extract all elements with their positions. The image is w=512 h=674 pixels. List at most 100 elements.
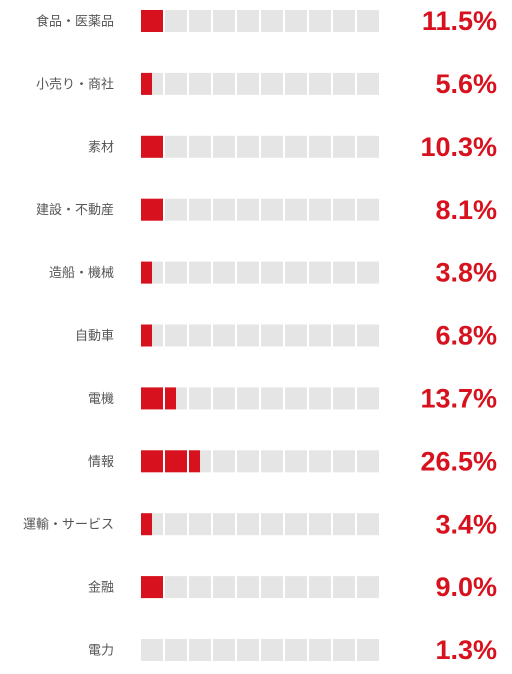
bar-track-segment — [357, 72, 379, 95]
category-label: 情報 — [88, 455, 114, 470]
value-label: 11.5% — [422, 6, 497, 36]
bar-track-segment — [189, 639, 211, 661]
bar-fill-segment — [141, 10, 163, 32]
value-label: 8.1% — [435, 195, 497, 225]
bar-track-segment — [357, 324, 379, 347]
bar-track-segment — [237, 72, 259, 95]
bar-track-segment — [237, 198, 259, 221]
bar-track-segment — [261, 639, 283, 661]
bar-track-segment — [165, 135, 187, 158]
bar-track-segment — [285, 324, 307, 347]
bar-track-segment — [333, 387, 355, 410]
bar-track-segment — [189, 135, 211, 158]
bar-track-segment — [333, 198, 355, 221]
bar-track-segment — [309, 72, 331, 95]
bar-track-segment — [333, 10, 355, 32]
bar-track-segment — [333, 576, 355, 599]
category-label: 小売り・商社 — [36, 76, 114, 92]
bar-fill-segment — [141, 450, 163, 473]
chart-row: 食品・医薬品 11.5% — [36, 6, 497, 36]
chart-row: 建設・不動産 8.1% — [36, 195, 497, 225]
value-label: 6.8% — [435, 321, 497, 351]
chart-row: 素材 10.3% — [88, 132, 497, 162]
bar-track-segment — [261, 135, 283, 158]
bar-track-segment — [285, 261, 307, 284]
value-label: 3.4% — [435, 509, 497, 539]
chart-row: 自動車 6.8% — [75, 321, 497, 351]
bar-track-segment — [213, 135, 235, 158]
bar-track-segment — [261, 10, 283, 32]
bar-track-segment — [165, 198, 187, 221]
bar-track-segment — [357, 387, 379, 410]
bar-track-segment — [165, 513, 187, 536]
chart-row: 小売り・商社 5.6% — [36, 69, 497, 99]
bar-track-segment — [213, 513, 235, 536]
bar-track-segment — [285, 450, 307, 473]
bar-track-segment — [237, 261, 259, 284]
bar-track-segment — [165, 10, 187, 32]
bar-track-segment — [285, 639, 307, 661]
category-label: 食品・医薬品 — [36, 14, 114, 30]
bar-fill-segment — [141, 576, 163, 599]
bar-track-segment — [309, 261, 331, 284]
category-label: 電機 — [88, 392, 114, 407]
bar-track-segment — [237, 10, 259, 32]
category-label: 自動車 — [75, 329, 114, 344]
bar-track-segment — [285, 72, 307, 95]
bar-track-segment — [309, 10, 331, 32]
bar-track-segment — [261, 261, 283, 284]
bar-track-segment — [261, 324, 283, 347]
bar-track-segment — [213, 576, 235, 599]
category-label: 運輸・サービス — [23, 518, 114, 533]
category-label: 電力 — [88, 644, 114, 659]
value-label: 1.3% — [435, 635, 497, 665]
bar-track-segment — [213, 198, 235, 221]
bar-track-segment — [357, 261, 379, 284]
bar-fill-segment — [141, 324, 152, 347]
category-label: 金融 — [88, 580, 114, 596]
bar-fill-segment — [165, 387, 176, 410]
bar-fill-segment — [141, 72, 152, 95]
bar-track-segment — [309, 450, 331, 473]
bar-track-segment — [189, 513, 211, 536]
bar-track-segment — [189, 10, 211, 32]
bar-track-segment — [213, 72, 235, 95]
bar-track-segment — [237, 576, 259, 599]
bar-track-segment — [309, 387, 331, 410]
bar-track-segment — [261, 513, 283, 536]
bar-track-segment — [261, 450, 283, 473]
bar-track-segment — [357, 639, 379, 661]
bar-track-segment — [285, 135, 307, 158]
bar-track-segment — [357, 576, 379, 599]
bar-track-segment — [237, 450, 259, 473]
bar-track-segment — [333, 639, 355, 661]
value-label: 9.0% — [435, 572, 497, 602]
bar-track-segment — [213, 450, 235, 473]
bar-track-segment — [165, 324, 187, 347]
bar-track-segment — [165, 261, 187, 284]
bar-fill-segment — [141, 198, 163, 221]
bar-track-segment — [213, 324, 235, 347]
category-label: 造船・機械 — [49, 266, 114, 281]
category-label: 建設・不動産 — [36, 202, 114, 218]
bar-track-segment — [213, 10, 235, 32]
value-label: 26.5% — [420, 446, 497, 476]
bar-track-segment — [261, 576, 283, 599]
value-label: 13.7% — [420, 384, 497, 414]
bar-track-segment — [213, 387, 235, 410]
value-label: 3.8% — [435, 258, 497, 288]
bar-fill-segment — [189, 450, 200, 473]
bar-track-segment — [309, 576, 331, 599]
bar-track-segment — [189, 261, 211, 284]
bar-track-segment — [237, 387, 259, 410]
bar-track-segment — [189, 387, 211, 410]
bar-track-segment — [333, 324, 355, 347]
bar-track-segment — [213, 639, 235, 661]
bar-track-segment — [309, 639, 331, 661]
bar-track-segment — [141, 639, 163, 661]
bar-track-segment — [285, 10, 307, 32]
chart-row: 造船・機械 3.8% — [49, 258, 497, 288]
bar-track-segment — [309, 135, 331, 158]
bar-track-segment — [285, 576, 307, 599]
